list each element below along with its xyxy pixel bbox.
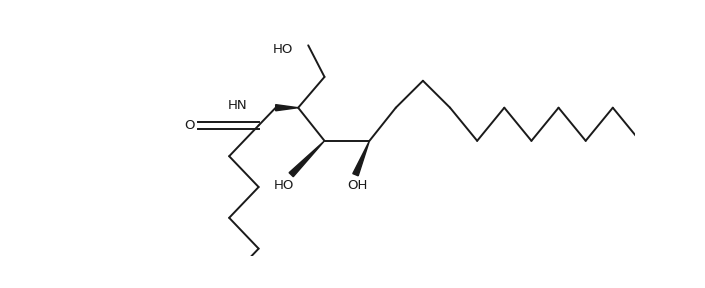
Text: HO: HO [274, 179, 295, 192]
Text: HO: HO [273, 43, 293, 56]
Polygon shape [289, 141, 324, 177]
Polygon shape [276, 105, 298, 111]
Polygon shape [352, 141, 369, 176]
Text: O: O [185, 119, 195, 132]
Text: HN: HN [228, 99, 247, 112]
Text: OH: OH [348, 179, 368, 192]
